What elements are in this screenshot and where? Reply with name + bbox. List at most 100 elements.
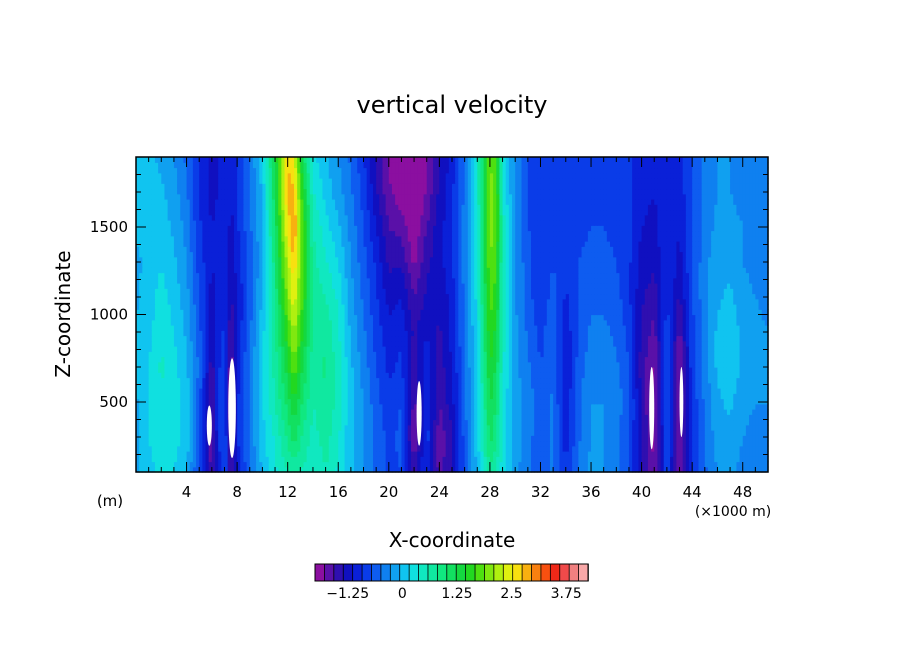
field-cell	[180, 351, 184, 358]
field-cell	[616, 440, 621, 447]
field-cell	[638, 382, 643, 389]
field-cell	[186, 377, 191, 384]
field-cell	[252, 461, 257, 468]
field-cell	[170, 419, 175, 426]
field-cell	[531, 351, 535, 358]
field-cell	[673, 403, 677, 410]
field-cell	[632, 398, 636, 405]
field-cell	[224, 409, 229, 415]
field-cell	[379, 388, 384, 394]
field-cell	[297, 456, 301, 463]
field-cell	[587, 440, 592, 447]
field-cell	[189, 445, 194, 452]
field-cell	[527, 361, 532, 368]
field-cell	[749, 461, 753, 468]
field-cell	[606, 372, 611, 379]
field-cell	[379, 414, 384, 421]
field-cell	[537, 388, 542, 394]
field-cell	[546, 388, 551, 394]
field-cell	[562, 435, 567, 442]
field-cell	[297, 435, 301, 442]
field-cell	[587, 456, 592, 463]
field-cell	[546, 451, 551, 457]
field-cell	[237, 393, 241, 400]
field-cell	[429, 367, 434, 373]
field-cell	[467, 398, 472, 405]
field-cell	[745, 445, 750, 452]
field-cell	[322, 382, 327, 389]
field-cell	[549, 377, 554, 384]
field-cell	[508, 419, 513, 426]
field-cell	[613, 424, 617, 431]
field-cell	[493, 393, 497, 400]
field-cell	[196, 430, 200, 436]
field-cell	[531, 372, 535, 379]
field-cell	[540, 403, 545, 410]
field-cell	[600, 451, 605, 457]
field-cell	[470, 451, 475, 457]
field-cell	[448, 440, 453, 447]
field-cell	[404, 377, 409, 384]
field-cell	[398, 361, 403, 368]
field-cell	[742, 430, 747, 436]
field-cell	[594, 398, 598, 405]
field-cell	[335, 367, 339, 373]
field-cell	[695, 393, 700, 400]
field-cell	[755, 388, 760, 394]
field-cell	[199, 351, 203, 358]
field-cell	[407, 451, 412, 457]
field-cell	[281, 419, 286, 426]
field-cell	[357, 461, 361, 468]
field-cell	[594, 466, 598, 473]
field-cell	[556, 461, 561, 468]
field-cell	[704, 356, 709, 363]
field-cell	[205, 356, 210, 363]
field-cell	[761, 414, 766, 421]
field-cell	[410, 388, 415, 394]
field-cell	[477, 424, 482, 431]
field-cell	[689, 456, 693, 463]
field-cell	[357, 445, 361, 452]
field-cell	[685, 435, 690, 442]
field-cell	[749, 456, 753, 463]
field-cell	[278, 419, 282, 426]
field-cell	[265, 377, 270, 384]
field-cell	[410, 456, 415, 463]
field-cell	[401, 414, 406, 421]
field-cell	[256, 440, 260, 447]
field-cell	[730, 456, 734, 463]
field-cell	[594, 382, 598, 389]
field-cell	[518, 377, 523, 384]
field-cell	[404, 403, 409, 410]
field-cell	[613, 451, 617, 457]
field-cell	[433, 377, 437, 384]
field-cell	[395, 388, 399, 394]
field-cell	[243, 361, 248, 368]
field-cell	[540, 382, 545, 389]
field-cell	[711, 466, 715, 473]
field-cell	[578, 440, 583, 447]
field-cell	[483, 430, 488, 436]
field-cell	[259, 388, 263, 394]
field-cell	[600, 351, 605, 358]
field-cell	[568, 409, 573, 415]
field-cell	[243, 419, 248, 426]
field-cell	[199, 367, 203, 373]
field-cell	[505, 409, 510, 415]
field-cell	[218, 419, 222, 426]
field-cell	[452, 403, 456, 410]
field-cell	[508, 393, 513, 400]
field-cell	[271, 424, 276, 431]
field-cell	[278, 456, 282, 463]
field-cell	[493, 382, 497, 389]
field-cell	[660, 372, 665, 379]
field-cell	[464, 466, 469, 473]
field-cell	[565, 435, 570, 442]
field-cell	[714, 440, 719, 447]
field-cell	[202, 409, 207, 415]
field-cell	[300, 398, 305, 405]
field-cell	[745, 382, 750, 389]
field-cell	[331, 403, 336, 410]
field-cell	[249, 356, 254, 363]
field-cell	[306, 367, 311, 373]
